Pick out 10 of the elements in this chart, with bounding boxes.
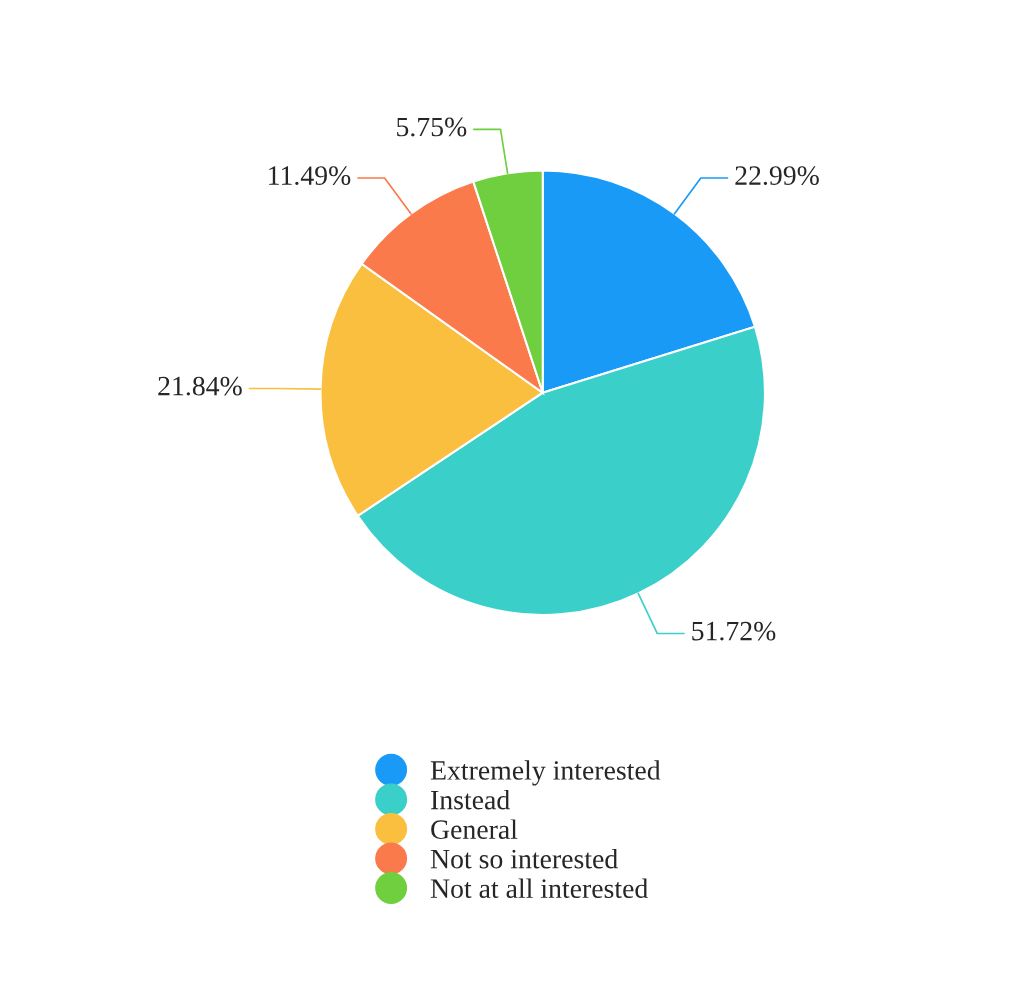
legend-label: Not so interested: [430, 848, 618, 869]
data-label: 21.84%: [158, 376, 242, 396]
data-label: 11.49%: [269, 166, 351, 186]
data-label: 5.75%: [397, 117, 467, 137]
legend-label: General: [431, 819, 518, 839]
legend-label: Instead: [431, 789, 510, 810]
legend-label: Extremely interested: [430, 760, 661, 786]
legend-label: Not at all interested: [430, 878, 648, 899]
data-label: 22.99%: [735, 166, 819, 186]
data-label: 51.72%: [692, 621, 776, 641]
